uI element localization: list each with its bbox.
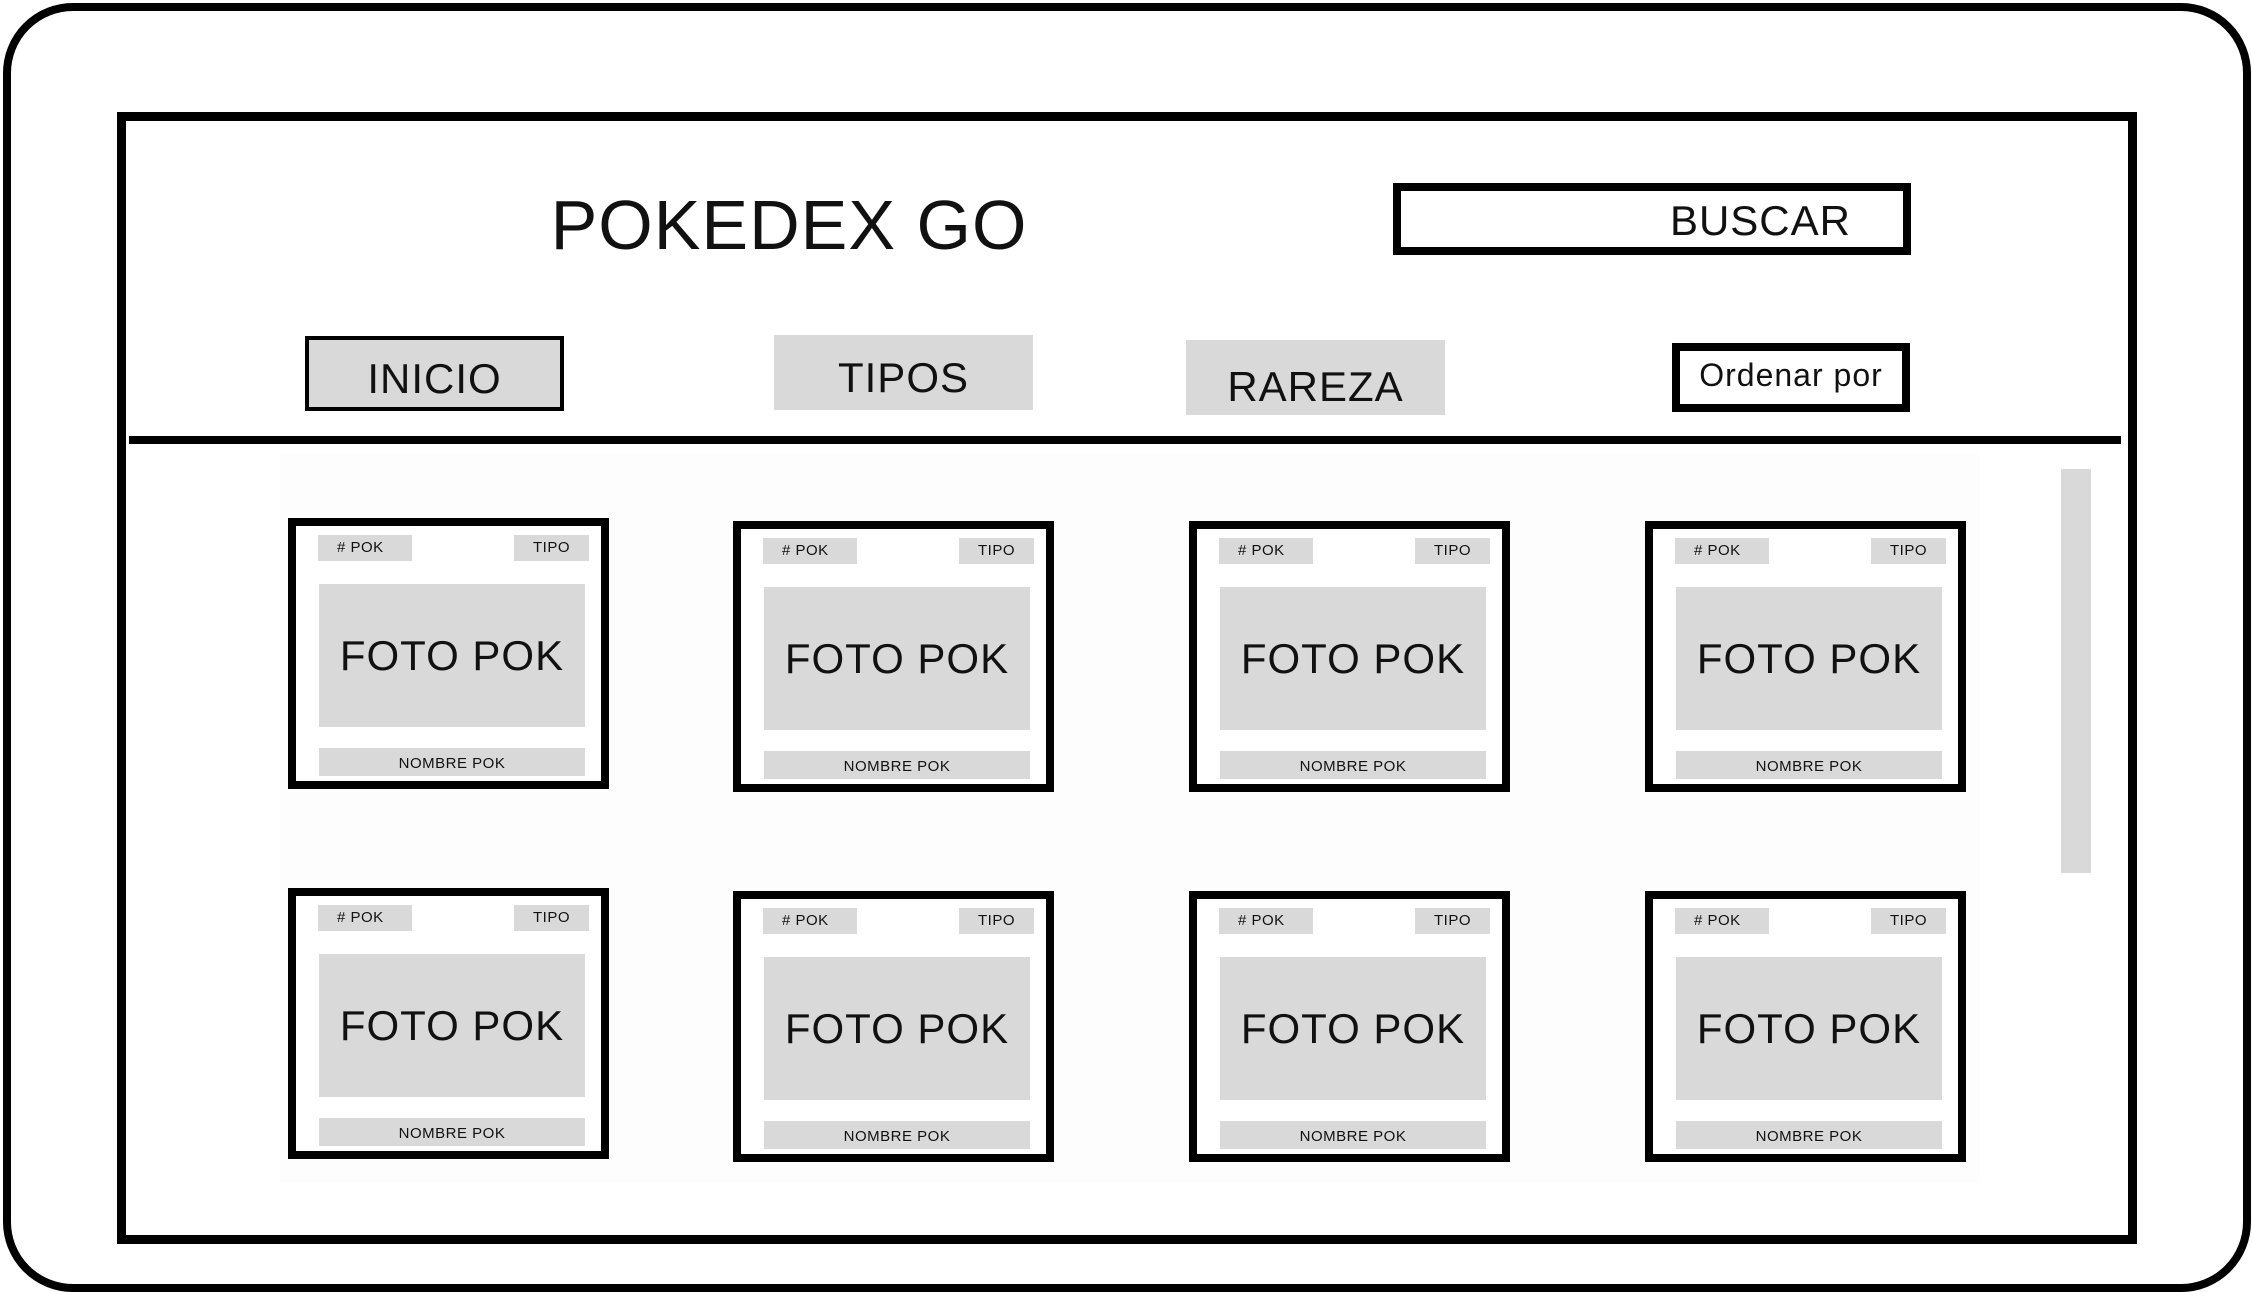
pokemon-photo: FOTO POK [764, 957, 1030, 1100]
pokemon-type: TIPO [514, 905, 589, 931]
pokemon-type: TIPO [1415, 908, 1490, 934]
pokemon-card[interactable]: # POK TIPO FOTO POK NOMBRE POK [733, 521, 1054, 792]
app-title: POKEDEX GO [550, 186, 1028, 264]
pokemon-type: TIPO [1871, 908, 1946, 934]
sort-by-dropdown[interactable]: Ordenar por [1672, 343, 1910, 412]
pokemon-number: # POK [763, 908, 857, 934]
pokemon-card[interactable]: # POK TIPO FOTO POK NOMBRE POK [1189, 521, 1510, 792]
pokemon-number: # POK [318, 535, 412, 561]
pokemon-number: # POK [1219, 908, 1313, 934]
pokemon-name: NOMBRE POK [1220, 751, 1486, 779]
pokemon-number: # POK [1675, 908, 1769, 934]
pokemon-type: TIPO [514, 535, 589, 561]
pokemon-card[interactable]: # POK TIPO FOTO POK NOMBRE POK [288, 518, 609, 789]
pokemon-card[interactable]: # POK TIPO FOTO POK NOMBRE POK [1189, 891, 1510, 1162]
pokemon-photo: FOTO POK [1220, 587, 1486, 730]
pokemon-name: NOMBRE POK [764, 751, 1030, 779]
pokemon-name: NOMBRE POK [319, 748, 585, 776]
nav-inicio-button[interactable]: INICIO [305, 336, 564, 411]
pokemon-photo: FOTO POK [1676, 957, 1942, 1100]
pokemon-number: # POK [763, 538, 857, 564]
pokemon-photo: FOTO POK [764, 587, 1030, 730]
pokemon-number: # POK [1219, 538, 1313, 564]
pokemon-number: # POK [1675, 538, 1769, 564]
pokemon-type: TIPO [959, 538, 1034, 564]
pokemon-type: TIPO [1415, 538, 1490, 564]
nav-rareza-button[interactable]: RAREZA [1186, 340, 1445, 415]
scrollbar[interactable] [2061, 469, 2091, 873]
pokemon-type: TIPO [959, 908, 1034, 934]
pokemon-card[interactable]: # POK TIPO FOTO POK NOMBRE POK [733, 891, 1054, 1162]
pokemon-photo: FOTO POK [319, 584, 585, 727]
pokemon-name: NOMBRE POK [1220, 1121, 1486, 1149]
pokemon-number: # POK [318, 905, 412, 931]
search-input[interactable]: BUSCAR [1393, 183, 1911, 255]
pokemon-name: NOMBRE POK [1676, 1121, 1942, 1149]
pokemon-photo: FOTO POK [1220, 957, 1486, 1100]
pokemon-name: NOMBRE POK [1676, 751, 1942, 779]
pokemon-type: TIPO [1871, 538, 1946, 564]
nav-tipos-button[interactable]: TIPOS [774, 335, 1033, 410]
search-button-label[interactable]: BUSCAR [1669, 197, 1851, 244]
pokemon-photo: FOTO POK [319, 954, 585, 1097]
pokemon-name: NOMBRE POK [319, 1118, 585, 1146]
pokemon-name: NOMBRE POK [764, 1121, 1030, 1149]
pokemon-card[interactable]: # POK TIPO FOTO POK NOMBRE POK [288, 888, 609, 1159]
pokemon-card[interactable]: # POK TIPO FOTO POK NOMBRE POK [1645, 891, 1966, 1162]
header-divider [129, 436, 2121, 444]
pokemon-card[interactable]: # POK TIPO FOTO POK NOMBRE POK [1645, 521, 1966, 792]
pokemon-photo: FOTO POK [1676, 587, 1942, 730]
